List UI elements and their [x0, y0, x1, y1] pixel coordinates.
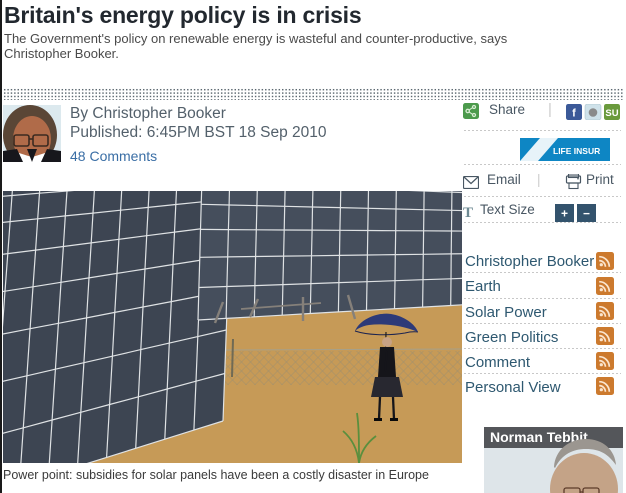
svg-text:SU: SU — [605, 108, 618, 119]
svg-text:LIFE INSUR: LIFE INSUR — [553, 146, 600, 156]
svg-text:f: f — [572, 108, 576, 120]
svg-text:+: + — [561, 207, 568, 221]
svg-text:T: T — [463, 205, 473, 219]
svg-text:−: − — [583, 207, 590, 221]
